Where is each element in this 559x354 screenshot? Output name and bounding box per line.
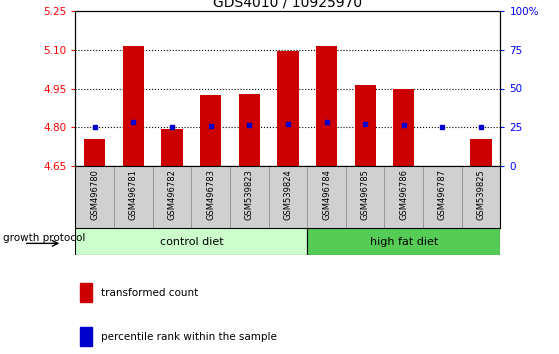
Bar [191,166,230,228]
Bar [230,166,268,228]
Text: GSM539825: GSM539825 [476,170,486,220]
Bar [84,139,106,166]
Bar [80,282,92,302]
Bar [277,51,299,166]
Bar [307,166,346,228]
Bar [316,46,337,166]
Text: control diet: control diet [159,236,223,247]
Bar [346,166,385,228]
Text: GSM496785: GSM496785 [361,170,369,220]
Bar [75,166,114,228]
Text: GSM496787: GSM496787 [438,170,447,221]
Text: GSM496783: GSM496783 [206,170,215,221]
Text: GSM496780: GSM496780 [90,170,100,220]
Text: GSM496786: GSM496786 [399,170,408,221]
Bar [200,95,221,166]
Bar [385,166,423,228]
Text: transformed count: transformed count [101,288,198,298]
Bar [75,228,307,255]
Text: GSM539823: GSM539823 [245,170,254,220]
Bar [393,88,414,166]
Bar [423,166,462,228]
Text: GSM496784: GSM496784 [322,170,331,220]
Bar [307,228,500,255]
Title: GDS4010 / 10925970: GDS4010 / 10925970 [214,0,362,10]
Bar [123,46,144,166]
Bar [470,139,491,166]
Bar [153,166,191,228]
Text: GSM496782: GSM496782 [168,170,177,220]
Bar [114,166,153,228]
Bar [268,166,307,228]
Bar [80,327,92,346]
Text: GSM496781: GSM496781 [129,170,138,220]
Text: high fat diet: high fat diet [369,236,438,247]
Bar [162,129,183,166]
Bar [462,166,500,228]
Text: GSM539824: GSM539824 [283,170,292,220]
Text: percentile rank within the sample: percentile rank within the sample [101,332,277,342]
Text: growth protocol: growth protocol [3,233,85,243]
Bar [354,85,376,166]
Bar [239,94,260,166]
